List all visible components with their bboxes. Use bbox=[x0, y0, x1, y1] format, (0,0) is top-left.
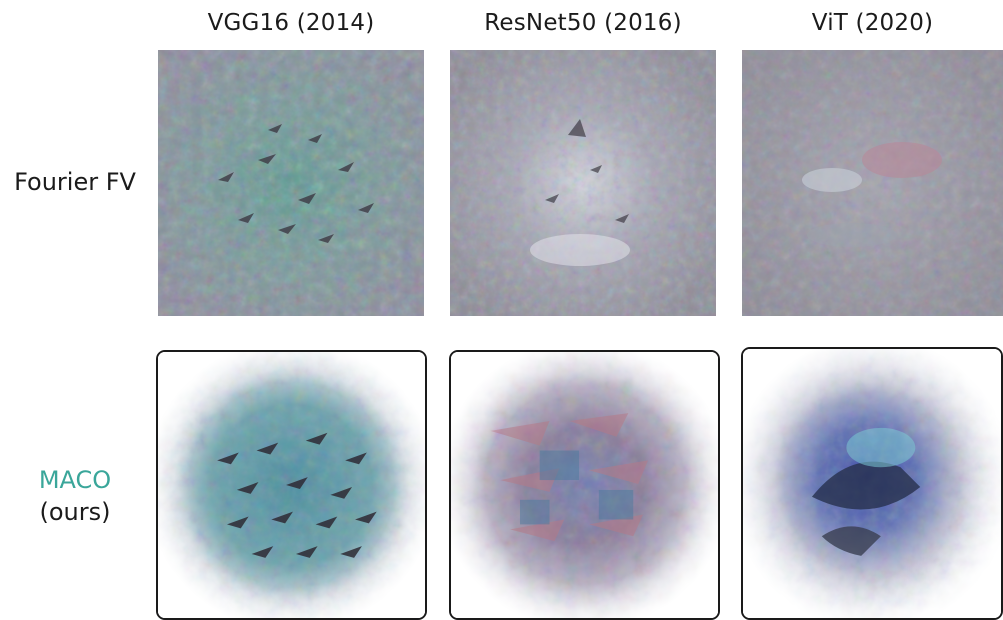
column-header-resnet50: ResNet50 (2016) bbox=[484, 10, 682, 36]
vgg16-fourier-visualization bbox=[158, 50, 424, 316]
vgg16-maco-visualization bbox=[156, 350, 427, 620]
column-header-vgg16: VGG16 (2014) bbox=[207, 10, 375, 36]
row-label-maco: MACO (ours) bbox=[0, 464, 150, 528]
resnet50-fourier-visualization bbox=[450, 50, 716, 316]
vit-maco-visualization bbox=[741, 347, 1003, 620]
resnet50-maco-visualization bbox=[449, 350, 720, 620]
vit-fourier-visualization bbox=[742, 50, 1003, 316]
row-label-fourier-fv: Fourier FV bbox=[0, 166, 150, 198]
row-label-maco-ours: (ours) bbox=[39, 498, 111, 526]
column-header-vit: ViT (2020) bbox=[811, 10, 934, 36]
row-label-maco-name: MACO bbox=[38, 466, 112, 494]
row-label-fourier-fv-text: Fourier FV bbox=[14, 168, 136, 196]
